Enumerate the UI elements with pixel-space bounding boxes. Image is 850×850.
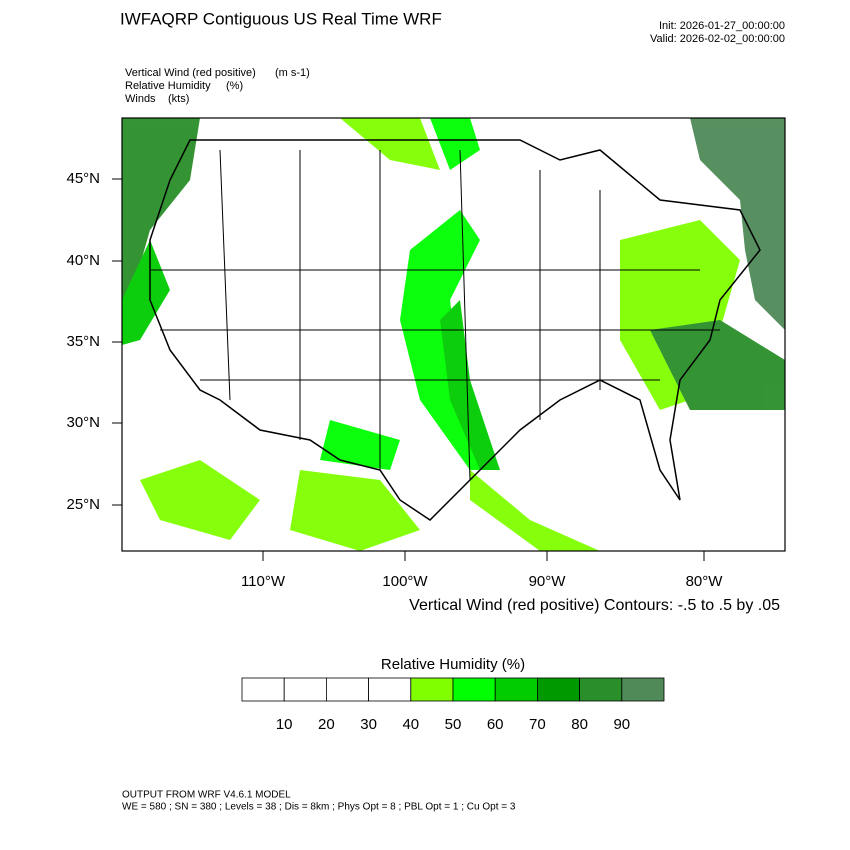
colorbar: 10 20 30 40 50 60 70 80 90 <box>241 677 665 733</box>
field-name: Winds <box>125 93 156 105</box>
colorbar-label: 60 <box>487 716 504 733</box>
lon-label: 80°W <box>686 573 724 590</box>
colorbar-title: Relative Humidity (%) <box>381 656 525 673</box>
footer-line: WE = 580 ; SN = 380 ; Levels = 38 ; Dis … <box>122 802 516 813</box>
colorbar-box <box>452 677 496 702</box>
lat-label: 45°N <box>66 170 100 187</box>
map-frame <box>121 117 786 552</box>
contour-note: Vertical Wind (red positive) Contours: -… <box>409 597 780 614</box>
field-name: Relative Humidity <box>125 80 211 92</box>
colorbar-box <box>621 677 665 702</box>
colorbar-label: 20 <box>318 716 335 733</box>
lat-label: 40°N <box>66 252 100 269</box>
valid-time: Valid: 2026-02-02_00:00:00 <box>650 33 785 45</box>
lat-label: 35°N <box>66 333 100 350</box>
footer-line: OUTPUT FROM WRF V4.6.1 MODEL <box>122 790 291 801</box>
colorbar-box <box>494 677 538 702</box>
colorbar-box <box>241 677 285 702</box>
lon-label: 100°W <box>382 573 428 590</box>
colorbar-box <box>283 677 327 702</box>
colorbar-label: 10 <box>276 716 293 733</box>
colorbar-label: 80 <box>571 716 588 733</box>
humidity-field <box>122 118 785 551</box>
lon-label: 90°W <box>529 573 567 590</box>
field-name: Vertical Wind (red positive) <box>125 67 256 79</box>
title: IWFAQRP Contiguous US Real Time WRF <box>120 9 442 28</box>
colorbar-label: 30 <box>360 716 377 733</box>
colorbar-label: 50 <box>445 716 462 733</box>
init-time: Init: 2026-01-27_00:00:00 <box>659 20 785 32</box>
map-axes: 45°N 40°N 35°N 30°N 25°N 110°W 100°W 90°W 80°W <box>66 170 723 590</box>
map <box>121 117 786 552</box>
colorbar-label: 90 <box>613 716 630 733</box>
colorbar-label: 70 <box>529 716 546 733</box>
lat-label: 30°N <box>66 414 100 431</box>
field-units: (%) <box>226 80 243 92</box>
lon-label: 110°W <box>241 573 286 590</box>
field-units: (kts) <box>168 93 189 105</box>
colorbar-box <box>579 677 623 702</box>
colorbar-label: 40 <box>402 716 419 733</box>
boundaries <box>149 139 761 521</box>
field-units: (m s-1) <box>275 67 310 79</box>
colorbar-box <box>410 677 454 702</box>
colorbar-box <box>537 677 581 702</box>
colorbar-box <box>368 677 412 702</box>
colorbar-box <box>325 677 369 702</box>
lat-label: 25°N <box>66 496 100 513</box>
